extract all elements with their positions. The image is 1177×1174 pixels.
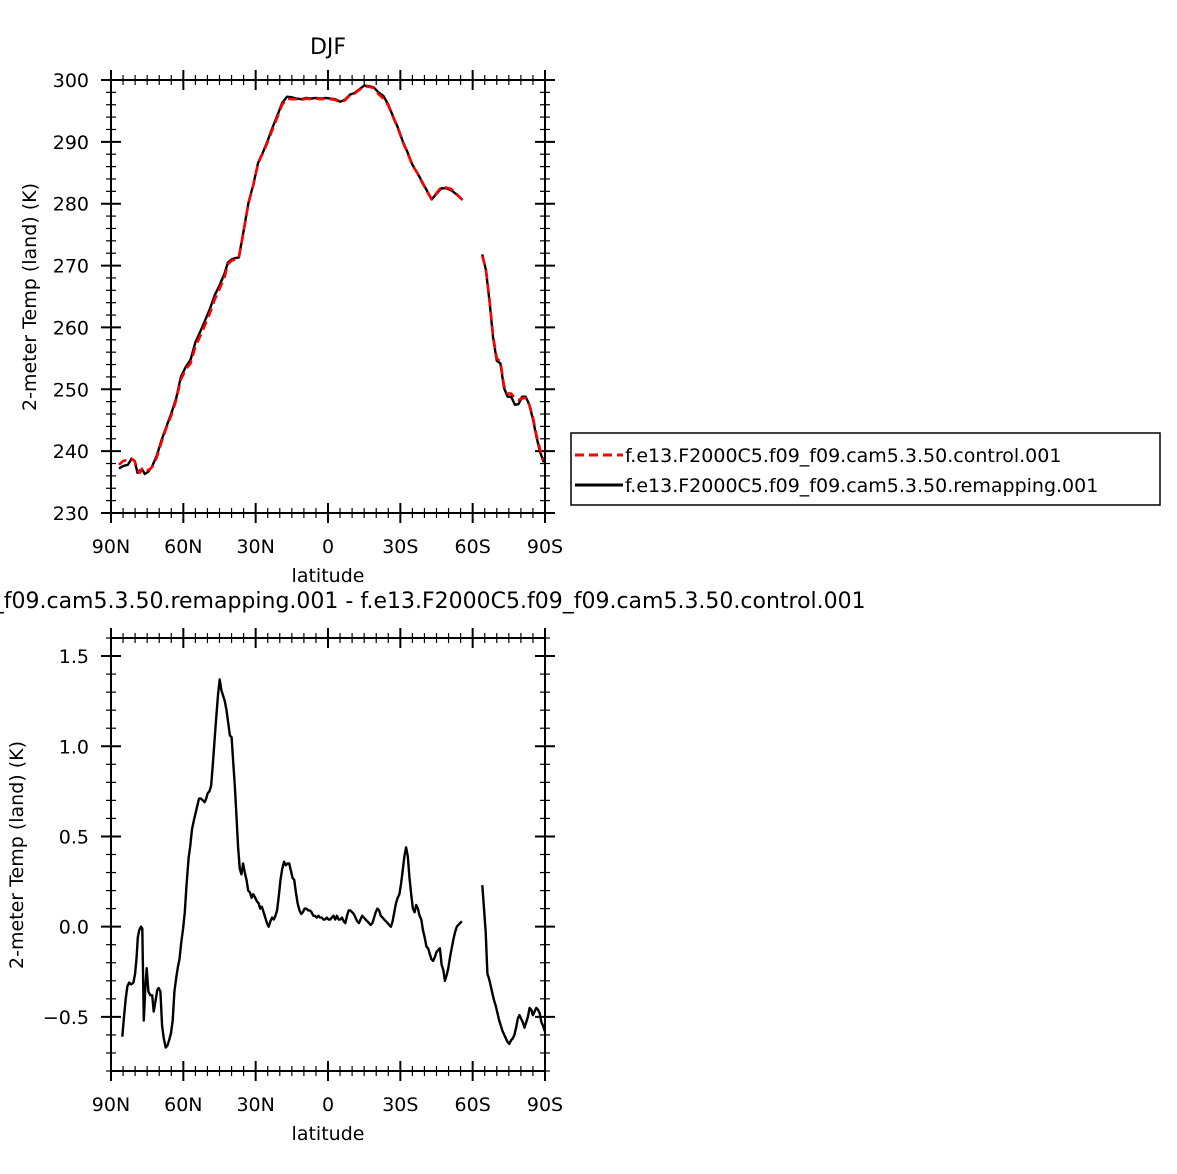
bottom-y-tick-label: −0.5 xyxy=(43,1007,89,1029)
bottom-y-axis-label: 2-meter Temp (land) (K) xyxy=(6,741,28,969)
top-x-tick-label: 90N xyxy=(92,536,130,558)
top-series-control-segment-2 xyxy=(481,255,545,461)
top-y-tick-label: 290 xyxy=(53,132,89,154)
bottom-series-difference-segment-2 xyxy=(481,885,545,1046)
top-ticks xyxy=(101,70,555,523)
bottom-ticks xyxy=(101,628,555,1081)
top-series xyxy=(118,84,545,476)
bottom-x-axis-label: latitude xyxy=(292,1123,365,1145)
top-y-tick-label: 280 xyxy=(53,194,89,216)
bottom-y-tick-label: 1.0 xyxy=(59,736,89,758)
top-x-tick-label: 0 xyxy=(322,536,334,558)
bottom-plot-frame xyxy=(110,637,546,1072)
bottom-x-tick-label: 90N xyxy=(92,1094,130,1116)
top-x-axis-label: latitude xyxy=(292,565,365,587)
top-y-tick-label: 260 xyxy=(53,317,89,339)
legend-box xyxy=(570,432,1161,506)
top-plot-frame xyxy=(110,79,546,514)
bottom-series xyxy=(121,678,545,1049)
top-x-tick-label: 60N xyxy=(164,536,202,558)
bottom-x-tick-label: 90S xyxy=(527,1094,563,1116)
top-y-axis-label: 2-meter Temp (land) (K) xyxy=(19,183,41,411)
legend-label-remapping: f.e13.F2000C5.f09_f09.cam5.3.50.remappin… xyxy=(625,475,1098,497)
top-x-tick-label: 30S xyxy=(382,536,418,558)
top-y-tick-label: 300 xyxy=(53,70,89,92)
bottom-tick-labels: 90N 60N 30N 0 30S 60S 90S −0.5 0.0 0.5 1.0 1.5 xyxy=(43,646,563,1116)
bottom-x-tick-label: 60N xyxy=(164,1094,202,1116)
bottom-panel: f.e13.F2000C5.f09_f09.cam5.3.50.remappin… xyxy=(0,589,866,1145)
bottom-y-tick-label: 1.5 xyxy=(59,646,89,668)
top-tick-labels: 90N 60N 30N 0 30S 60S 90S 230 240 250 260 270 280 290… xyxy=(53,70,563,558)
legend-label-control: f.e13.F2000C5.f09_f09.cam5.3.50.control.… xyxy=(625,445,1061,467)
bottom-y-tick-label: 0.0 xyxy=(59,917,89,939)
bottom-series-difference-segment-1 xyxy=(121,678,463,1049)
top-y-tick-label: 270 xyxy=(53,256,89,278)
bottom-x-tick-label: 60S xyxy=(455,1094,491,1116)
top-x-tick-label: 60S xyxy=(455,536,491,558)
bottom-title: f.e13.F2000C5.f09_f09.cam5.3.50.remappin… xyxy=(0,589,866,614)
top-y-tick-label: 240 xyxy=(53,441,89,463)
top-title: DJF xyxy=(310,35,346,60)
top-y-tick-label: 230 xyxy=(53,503,89,525)
bottom-x-tick-label: 0 xyxy=(322,1094,334,1116)
top-series-control-segment-1 xyxy=(118,84,464,475)
bottom-x-tick-label: 30N xyxy=(236,1094,274,1116)
top-y-tick-label: 250 xyxy=(53,379,89,401)
bottom-y-tick-label: 0.5 xyxy=(59,826,89,848)
legend: f.e13.F2000C5.f09_f09.cam5.3.50.control.… xyxy=(570,432,1161,506)
top-x-tick-label: 30N xyxy=(236,536,274,558)
bottom-x-tick-label: 30S xyxy=(382,1094,418,1116)
top-panel: DJF 90N 60N 30N 0 30S 60S 90S 230 240 250 260 270 28… xyxy=(19,35,563,587)
top-x-tick-label: 90S xyxy=(527,536,563,558)
